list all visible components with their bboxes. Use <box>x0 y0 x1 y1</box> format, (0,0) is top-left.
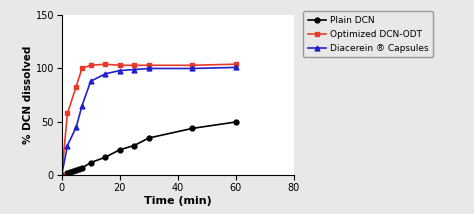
Diacerein ® Capsules <box>233 66 238 69</box>
Optimized DCN-ODT <box>117 64 122 67</box>
Optimized DCN-ODT <box>64 112 70 115</box>
Optimized DCN-ODT <box>73 85 79 88</box>
Plain DCN <box>233 121 238 123</box>
Plain DCN <box>190 127 195 130</box>
Plain DCN <box>88 161 93 164</box>
Line: Diacerein ® Capsules: Diacerein ® Capsules <box>59 65 238 178</box>
Plain DCN <box>79 167 85 169</box>
Plain DCN <box>117 149 122 151</box>
Optimized DCN-ODT <box>79 67 85 70</box>
Plain DCN <box>64 172 70 175</box>
Plain DCN <box>76 168 82 170</box>
Diacerein ® Capsules <box>59 174 64 177</box>
Plain DCN <box>70 170 76 172</box>
Y-axis label: % DCN dissolved: % DCN dissolved <box>23 46 33 144</box>
Diacerein ® Capsules <box>131 68 137 71</box>
Diacerein ® Capsules <box>190 67 195 70</box>
Diacerein ® Capsules <box>88 80 93 83</box>
Plain DCN <box>73 169 79 171</box>
Plain DCN <box>131 144 137 147</box>
Diacerein ® Capsules <box>79 105 85 107</box>
Diacerein ® Capsules <box>64 144 70 147</box>
Legend: Plain DCN, Optimized DCN-ODT, Diacerein ® Capsules: Plain DCN, Optimized DCN-ODT, Diacerein … <box>303 12 433 57</box>
Optimized DCN-ODT <box>146 64 152 67</box>
X-axis label: Time (min): Time (min) <box>144 196 211 206</box>
Diacerein ® Capsules <box>73 126 79 129</box>
Plain DCN <box>146 137 152 139</box>
Optimized DCN-ODT <box>88 64 93 67</box>
Optimized DCN-ODT <box>102 63 108 65</box>
Line: Optimized DCN-ODT: Optimized DCN-ODT <box>59 62 238 178</box>
Plain DCN <box>67 171 73 174</box>
Diacerein ® Capsules <box>117 69 122 72</box>
Optimized DCN-ODT <box>233 63 238 65</box>
Line: Plain DCN: Plain DCN <box>59 120 238 178</box>
Optimized DCN-ODT <box>131 64 137 67</box>
Plain DCN <box>59 174 64 177</box>
Plain DCN <box>102 156 108 159</box>
Optimized DCN-ODT <box>190 64 195 67</box>
Diacerein ® Capsules <box>102 73 108 75</box>
Optimized DCN-ODT <box>59 174 64 177</box>
Diacerein ® Capsules <box>146 67 152 70</box>
